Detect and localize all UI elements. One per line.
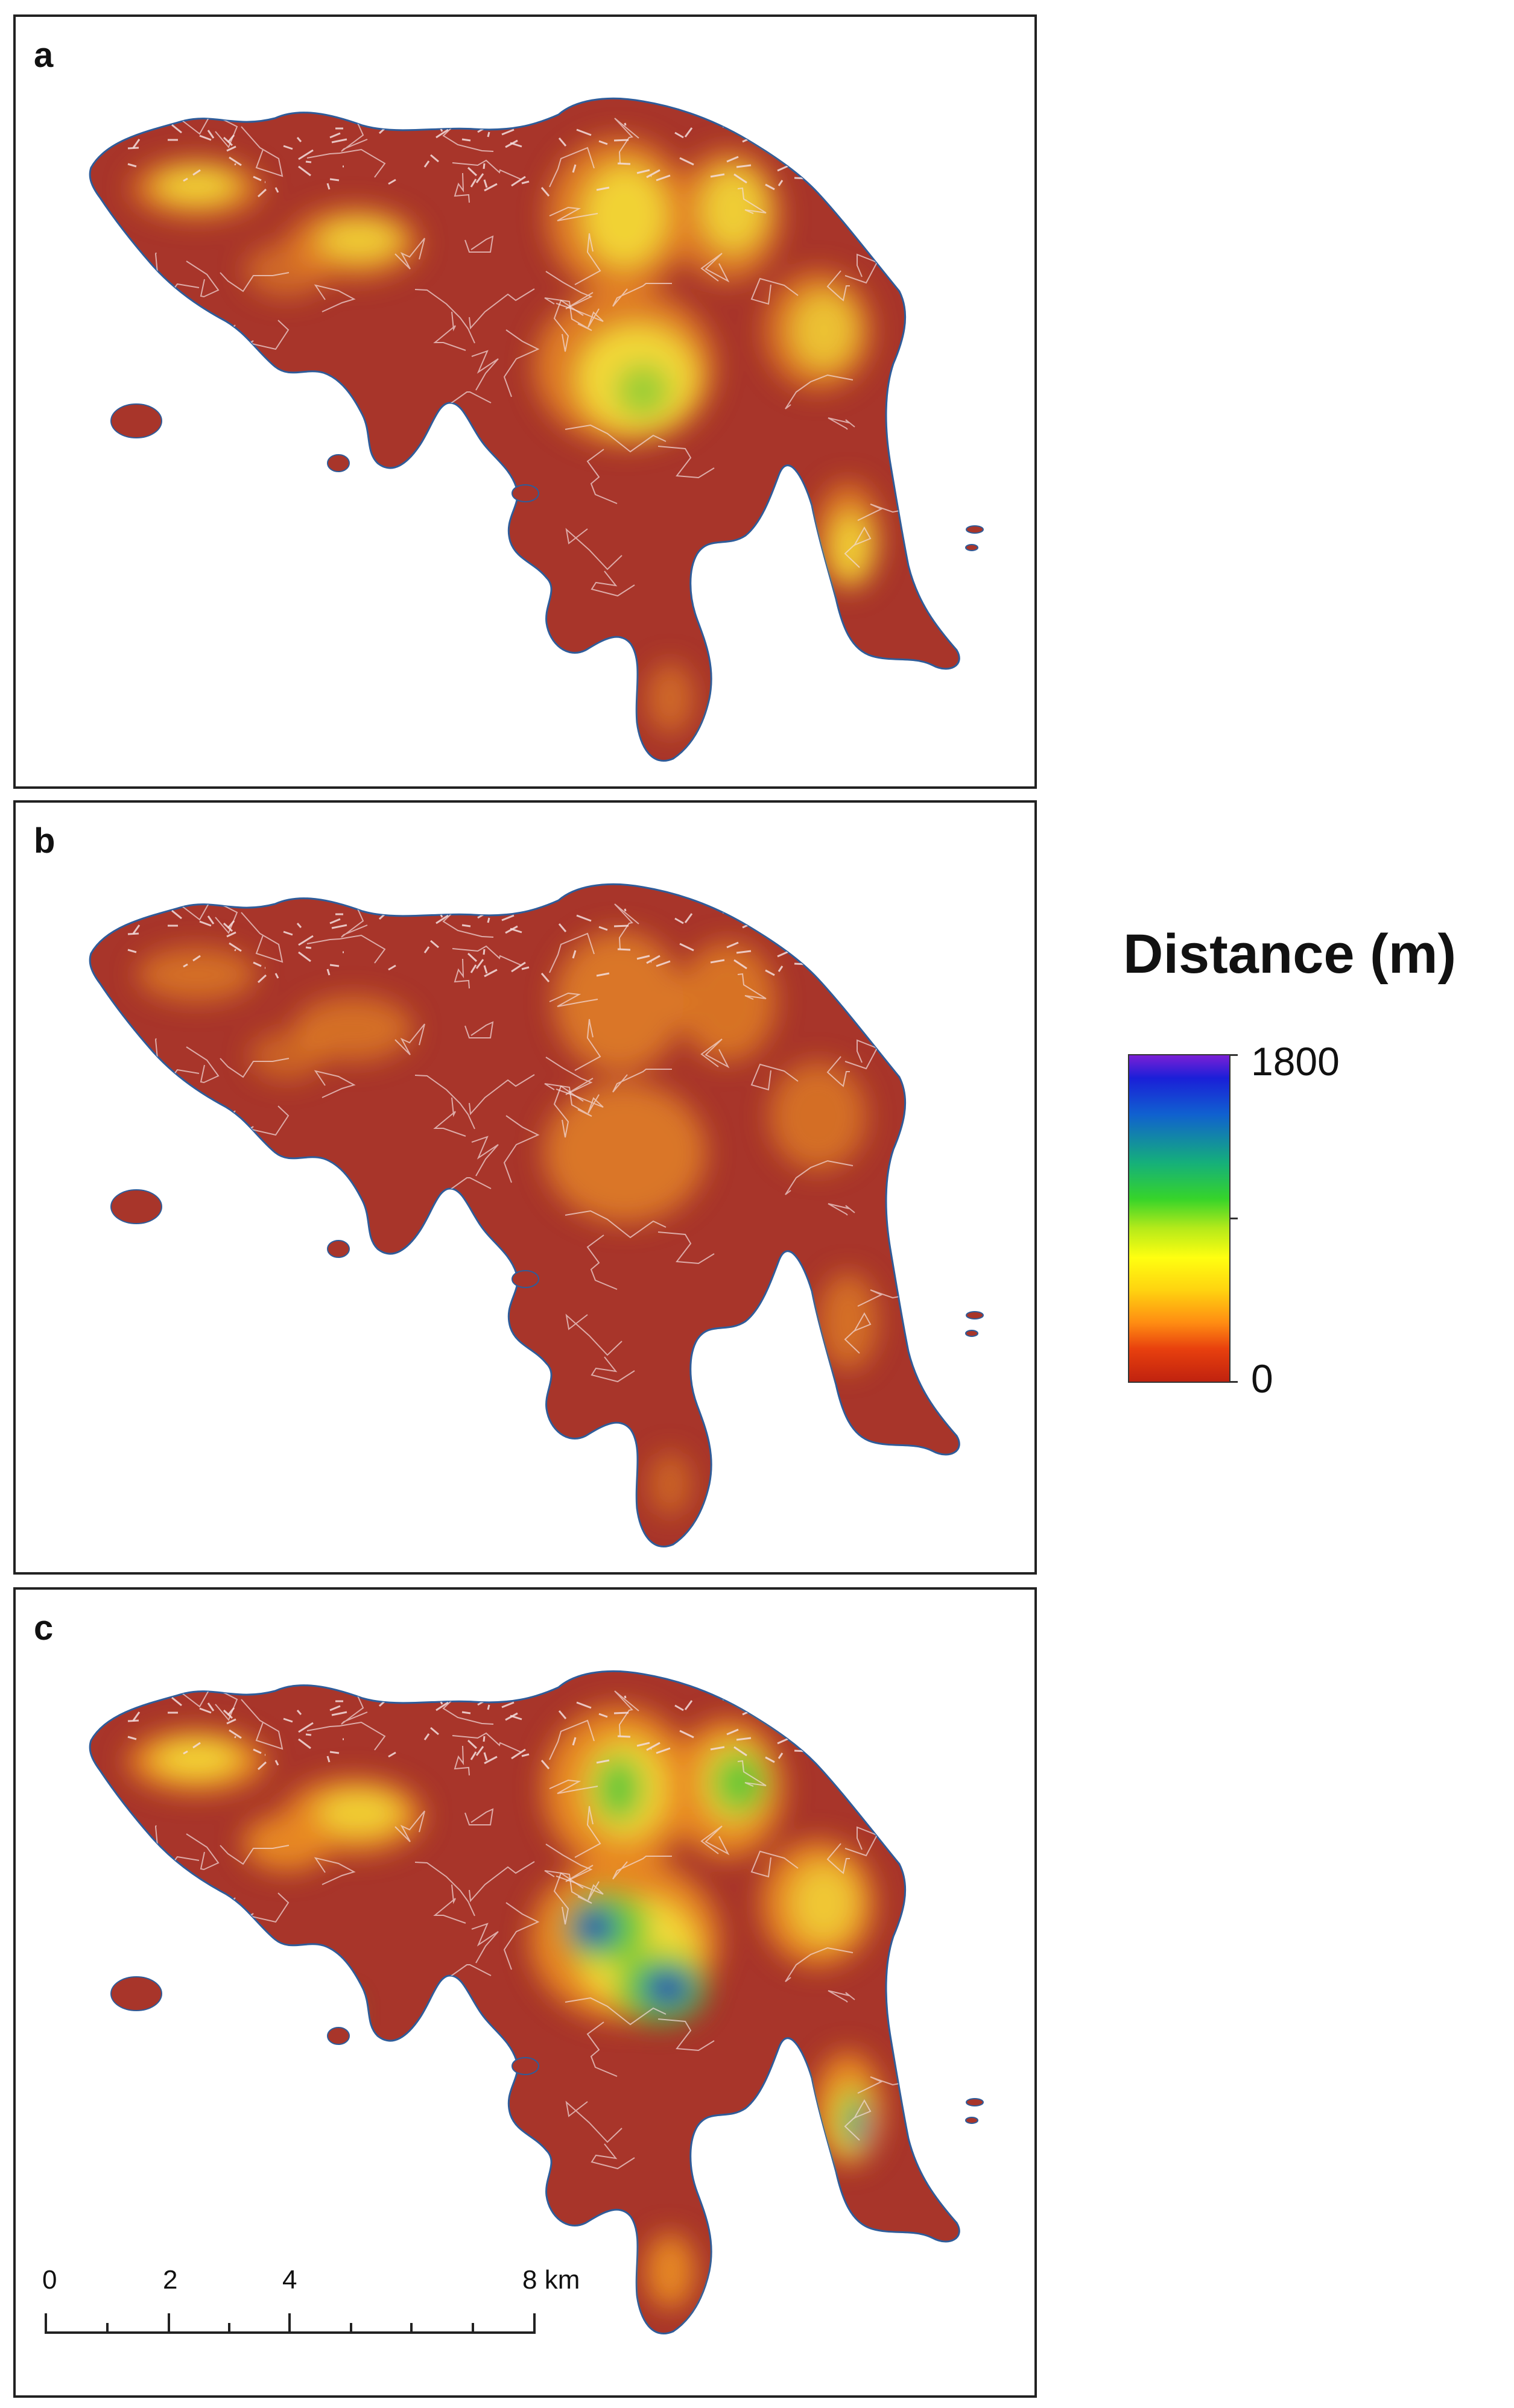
distance-hotspot [583,165,667,267]
scale-bar-ticks [45,2313,536,2334]
islet [966,525,984,534]
islet [327,2027,350,2045]
distance-hotspot [245,243,329,297]
distance-hotspot [331,1999,352,2025]
distance-hotspot [242,1814,332,1872]
distance-hotspot [854,2105,866,2147]
distance-hotspot [791,291,857,370]
distance-hotspot [294,996,413,1061]
distance-map-c [89,1670,984,2334]
legend-tick-mid [1229,1218,1238,1219]
map-panel-b: b [13,800,1037,1575]
legend: Distance (m) 1800 0 [1123,923,1509,1441]
islet [512,1270,539,1288]
panel-label-c: c [34,1608,54,1648]
distance-hotspot [769,1062,867,1171]
legend-tick-max [1229,1054,1238,1056]
distance-hotspot [595,1755,643,1822]
scale-label-4: 4 [282,2265,297,2295]
legend-min-label: 0 [1251,1356,1273,1401]
islet [512,484,539,502]
map-panel-a: a [13,14,1037,789]
distance-hotspot [574,1909,616,1945]
distance-hotspot [249,1031,325,1081]
distance-hotspot [317,219,402,261]
islet [965,2117,978,2124]
distance-map-b [89,883,984,1547]
distance-map-a [89,97,984,762]
distance-hotspot [154,1740,239,1777]
islet [965,544,978,551]
distance-hotspot [679,942,776,1061]
distance-surface [90,885,914,1517]
scale-label-8km: 8 km [522,2265,580,2295]
islet [110,403,162,438]
panel-label-a: a [34,36,54,75]
distance-hotspot [646,662,694,735]
islet [965,1330,978,1337]
distance-hotspot [543,1082,706,1223]
map-panel-c: c 0 2 4 8 km [13,1587,1037,2398]
distance-hotspot [648,1452,692,1517]
distance-hotspot [643,1970,691,2006]
legend-title: Distance (m) [1123,923,1457,985]
legend-color-ramp [1128,1054,1231,1383]
legend-max-label: 1800 [1251,1039,1340,1084]
distance-surface [90,99,914,735]
distance-hotspot [712,1752,767,1813]
islet [512,2057,539,2075]
islet [110,1976,162,2011]
scale-label-2: 2 [163,2265,178,2295]
distance-hotspot [616,364,670,418]
distance-hotspot [791,1864,857,1942]
islet [966,2098,984,2106]
legend-tick-min [1229,1381,1238,1383]
islet [966,1311,984,1319]
islet [327,454,350,472]
distance-hotspot [137,947,256,1002]
scale-bar: 0 2 4 8 km [40,2265,595,2362]
panel-label-b: b [34,821,55,861]
distance-hotspot [554,931,684,1072]
distance-hotspot [154,168,239,204]
scale-label-0: 0 [42,2265,57,2295]
distance-hotspot [645,2233,695,2309]
distance-hotspot [700,168,767,252]
distance-hotspot [818,1272,878,1370]
islet [327,1240,350,1258]
distance-hotspot [317,1792,402,1834]
islet [110,1189,162,1224]
